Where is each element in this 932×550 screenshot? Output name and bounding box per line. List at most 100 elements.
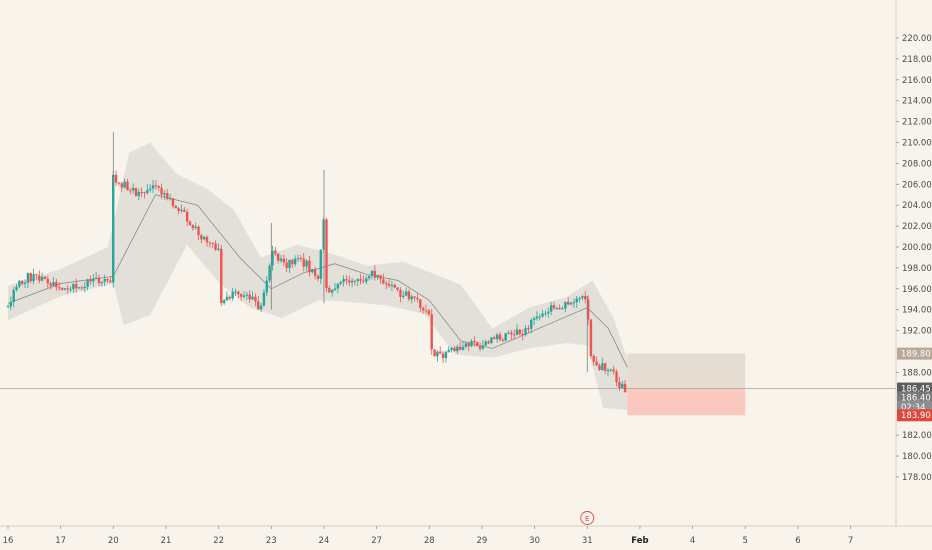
- candle-body[interactable]: [330, 289, 334, 293]
- candle-body[interactable]: [467, 343, 470, 347]
- candle-body[interactable]: [370, 270, 374, 276]
- candle-body[interactable]: [168, 198, 172, 200]
- candle-body[interactable]: [618, 382, 621, 388]
- candle-body[interactable]: [410, 296, 413, 300]
- candle-body[interactable]: [586, 299, 590, 320]
- candle-body[interactable]: [396, 287, 399, 290]
- candle-body[interactable]: [564, 301, 567, 309]
- candle-body[interactable]: [205, 236, 209, 243]
- candle-body[interactable]: [9, 301, 13, 307]
- candle-body[interactable]: [225, 296, 229, 301]
- candle-body[interactable]: [197, 226, 200, 236]
- candle-body[interactable]: [578, 298, 581, 300]
- candle-body[interactable]: [120, 183, 123, 188]
- candle-body[interactable]: [453, 347, 456, 352]
- candle-body[interactable]: [166, 193, 169, 199]
- candle-body[interactable]: [228, 296, 232, 299]
- candle-body[interactable]: [97, 277, 101, 284]
- candle-body[interactable]: [55, 282, 58, 288]
- candle-body[interactable]: [433, 349, 436, 357]
- candle-body[interactable]: [279, 258, 283, 261]
- candle-body[interactable]: [163, 193, 166, 195]
- candle-body[interactable]: [52, 282, 55, 286]
- candle-body[interactable]: [339, 282, 342, 284]
- candle-body[interactable]: [211, 242, 214, 244]
- candle-body[interactable]: [285, 262, 288, 269]
- candle-body[interactable]: [478, 346, 482, 349]
- candle-body[interactable]: [595, 361, 598, 366]
- candle-body[interactable]: [470, 340, 473, 347]
- candle-body[interactable]: [311, 269, 314, 273]
- candle-body[interactable]: [504, 333, 507, 341]
- candle-body[interactable]: [242, 295, 246, 297]
- candle-body[interactable]: [450, 347, 453, 350]
- candle-body[interactable]: [390, 284, 394, 286]
- candle-body[interactable]: [291, 259, 294, 265]
- candle-body[interactable]: [606, 370, 610, 372]
- candle-body[interactable]: [490, 337, 493, 344]
- candle-body[interactable]: [40, 276, 44, 281]
- candle-body[interactable]: [544, 313, 547, 315]
- candle-body[interactable]: [49, 283, 52, 286]
- candle-body[interactable]: [185, 211, 189, 222]
- candle-body[interactable]: [601, 363, 604, 371]
- candle-body[interactable]: [220, 248, 223, 304]
- candle-body[interactable]: [109, 280, 112, 283]
- candle-body[interactable]: [129, 190, 132, 192]
- candle-body[interactable]: [353, 280, 357, 282]
- candle-body[interactable]: [57, 287, 61, 289]
- candle-body[interactable]: [112, 174, 115, 283]
- candle-body[interactable]: [419, 299, 422, 309]
- candle-body[interactable]: [456, 346, 459, 352]
- stop-zone[interactable]: [627, 388, 746, 416]
- candle-body[interactable]: [75, 283, 78, 289]
- candle-body[interactable]: [575, 298, 578, 303]
- candle-body[interactable]: [231, 291, 234, 299]
- candle-body[interactable]: [77, 287, 81, 289]
- candle-body[interactable]: [103, 279, 106, 282]
- candle-body[interactable]: [589, 319, 593, 357]
- candle-body[interactable]: [439, 351, 442, 354]
- candle-body[interactable]: [23, 282, 27, 284]
- candle-body[interactable]: [126, 181, 129, 191]
- candle-body[interactable]: [464, 343, 468, 347]
- candle-body[interactable]: [89, 279, 92, 282]
- candle-body[interactable]: [558, 307, 561, 310]
- candle-body[interactable]: [521, 334, 524, 336]
- candle-body[interactable]: [592, 356, 595, 362]
- candle-body[interactable]: [191, 225, 195, 229]
- candle-body[interactable]: [83, 286, 86, 289]
- candle-body[interactable]: [254, 296, 257, 302]
- candle-body[interactable]: [345, 279, 348, 281]
- candle-body[interactable]: [393, 284, 396, 288]
- candle-body[interactable]: [299, 258, 303, 260]
- candle-body[interactable]: [515, 329, 519, 335]
- candle-body[interactable]: [203, 236, 206, 240]
- candle-body[interactable]: [274, 250, 277, 254]
- candle-body[interactable]: [66, 288, 69, 290]
- candle-body[interactable]: [621, 383, 624, 388]
- candle-body[interactable]: [566, 301, 570, 305]
- candle-body[interactable]: [581, 296, 584, 299]
- candle-body[interactable]: [134, 187, 138, 196]
- candle-body[interactable]: [424, 310, 428, 312]
- candle-body[interactable]: [532, 318, 536, 320]
- candle-body[interactable]: [72, 283, 75, 290]
- candle-body[interactable]: [572, 302, 576, 304]
- candle-body[interactable]: [251, 296, 254, 300]
- candle-body[interactable]: [248, 294, 251, 300]
- candle-body[interactable]: [530, 319, 533, 329]
- candle-body[interactable]: [157, 185, 160, 188]
- candle-body[interactable]: [427, 310, 431, 315]
- candle-body[interactable]: [305, 260, 308, 267]
- candle-body[interactable]: [69, 289, 72, 291]
- candle-body[interactable]: [194, 226, 197, 229]
- candle-body[interactable]: [379, 275, 382, 280]
- candle-body[interactable]: [100, 281, 104, 284]
- candle-body[interactable]: [15, 286, 18, 291]
- candle-body[interactable]: [92, 278, 95, 282]
- candle-body[interactable]: [436, 351, 439, 357]
- candle-body[interactable]: [603, 363, 607, 371]
- candle-body[interactable]: [512, 334, 516, 336]
- candle-body[interactable]: [325, 219, 328, 288]
